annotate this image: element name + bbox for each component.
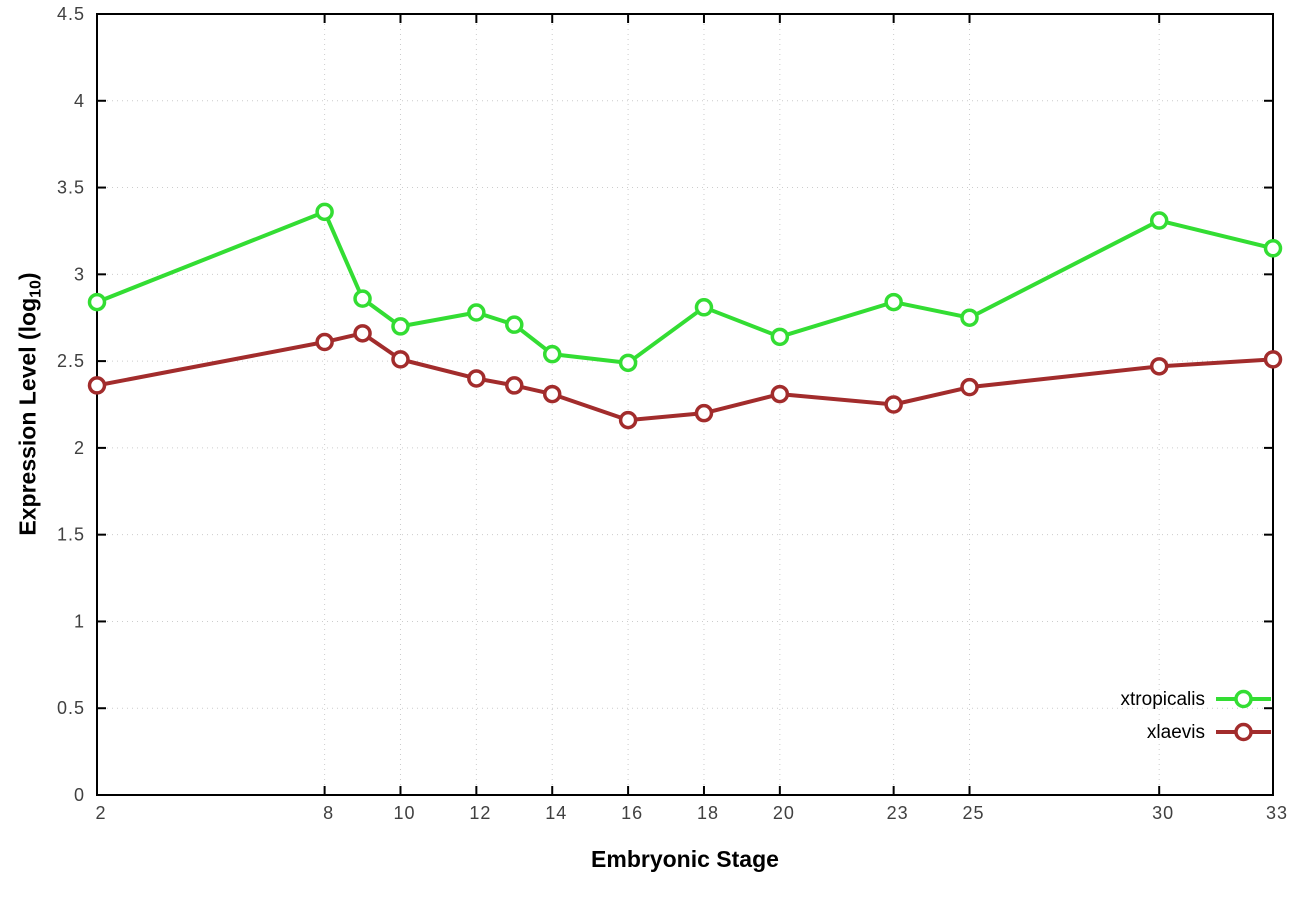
x-tick-label: 14 bbox=[545, 803, 567, 823]
data-point-xtropicalis bbox=[315, 202, 334, 222]
data-point-xtropicalis bbox=[884, 292, 903, 312]
data-point-xtropicalis bbox=[391, 317, 410, 336]
x-tick-label: 2 bbox=[95, 803, 106, 823]
data-point-xtropicalis bbox=[1149, 211, 1169, 230]
y-tick-label: 4.5 bbox=[57, 4, 85, 24]
y-axis-label-prefix: Expression Level (log bbox=[14, 297, 41, 536]
data-point-xtropicalis bbox=[87, 292, 107, 312]
legend-marker-xlaevis bbox=[1234, 722, 1253, 742]
y-tick-label: 3 bbox=[74, 264, 85, 284]
x-tick-label: 16 bbox=[621, 803, 643, 823]
legend: xtropicalis xlaevis bbox=[1121, 689, 1271, 743]
data-point-xtropicalis bbox=[542, 344, 562, 364]
data-point-xlaevis bbox=[353, 324, 372, 343]
series-line-xlaevis bbox=[95, 331, 1275, 423]
data-point-xlaevis bbox=[542, 384, 562, 404]
tick-marks bbox=[96, 13, 1274, 796]
data-point-xlaevis bbox=[391, 350, 410, 369]
y-tick-label: 1 bbox=[74, 611, 85, 631]
data-point-xlaevis bbox=[467, 369, 486, 388]
data-point-xtropicalis bbox=[770, 327, 790, 347]
x-tick-label: 10 bbox=[393, 803, 415, 823]
y-axis-label-subscript: 10 bbox=[27, 280, 45, 298]
data-point-xlaevis bbox=[770, 384, 790, 404]
data-point-xlaevis bbox=[960, 377, 979, 397]
x-tick-labels: 2 8 10 12 14 16 18 20 23 25 30 33 bbox=[95, 803, 1288, 823]
y-tick-labels: 0 0.5 1 1.5 2 2.5 3 3.5 4 4.5 bbox=[57, 4, 85, 805]
y-axis-label: Expression Level (log10) bbox=[15, 272, 46, 535]
data-point-xlaevis bbox=[884, 395, 903, 414]
data-point-xlaevis bbox=[1263, 350, 1283, 369]
data-point-xlaevis bbox=[505, 376, 524, 395]
data-point-xlaevis bbox=[694, 403, 714, 423]
legend-label-xtropicalis: xtropicalis bbox=[1121, 689, 1205, 710]
y-tick-label: 0.5 bbox=[57, 698, 85, 718]
x-axis-label: Embryonic Stage bbox=[591, 846, 779, 872]
data-point-xlaevis bbox=[1149, 357, 1169, 376]
y-tick-label: 0 bbox=[74, 785, 85, 805]
x-tick-label: 12 bbox=[469, 803, 491, 823]
y-tick-label: 4 bbox=[74, 91, 85, 111]
y-tick-label: 3.5 bbox=[57, 178, 85, 198]
legend-label-xlaevis: xlaevis bbox=[1147, 722, 1205, 743]
y-tick-label: 2 bbox=[74, 438, 85, 458]
data-point-xlaevis bbox=[618, 410, 638, 430]
series-xtropicalis bbox=[87, 202, 1283, 373]
series-line-xtropicalis bbox=[95, 209, 1275, 365]
data-point-xtropicalis bbox=[618, 353, 638, 373]
x-tick-label: 33 bbox=[1266, 803, 1288, 823]
y-tick-label: 1.5 bbox=[57, 525, 85, 545]
data-point-xtropicalis bbox=[1263, 239, 1283, 258]
y-tick-label: 2.5 bbox=[57, 351, 85, 371]
series-xlaevis bbox=[87, 324, 1283, 430]
plot-border bbox=[96, 13, 1274, 796]
x-tick-label: 30 bbox=[1152, 803, 1174, 823]
x-tick-label: 20 bbox=[773, 803, 795, 823]
x-tick-label: 23 bbox=[887, 803, 909, 823]
data-point-xlaevis bbox=[315, 332, 334, 352]
y-axis-label-suffix: ) bbox=[14, 272, 41, 281]
x-tick-label: 18 bbox=[697, 803, 719, 823]
legend-marker-xtropicalis bbox=[1234, 689, 1253, 709]
data-point-xtropicalis bbox=[694, 298, 714, 317]
grid-lines bbox=[96, 13, 1274, 796]
x-tick-label: 25 bbox=[963, 803, 985, 823]
data-point-xtropicalis bbox=[353, 289, 372, 308]
data-point-xtropicalis bbox=[505, 315, 524, 334]
data-point-xtropicalis bbox=[960, 308, 979, 327]
data-point-xtropicalis bbox=[467, 303, 486, 322]
x-tick-label: 8 bbox=[323, 803, 334, 823]
data-point-xlaevis bbox=[87, 376, 107, 395]
